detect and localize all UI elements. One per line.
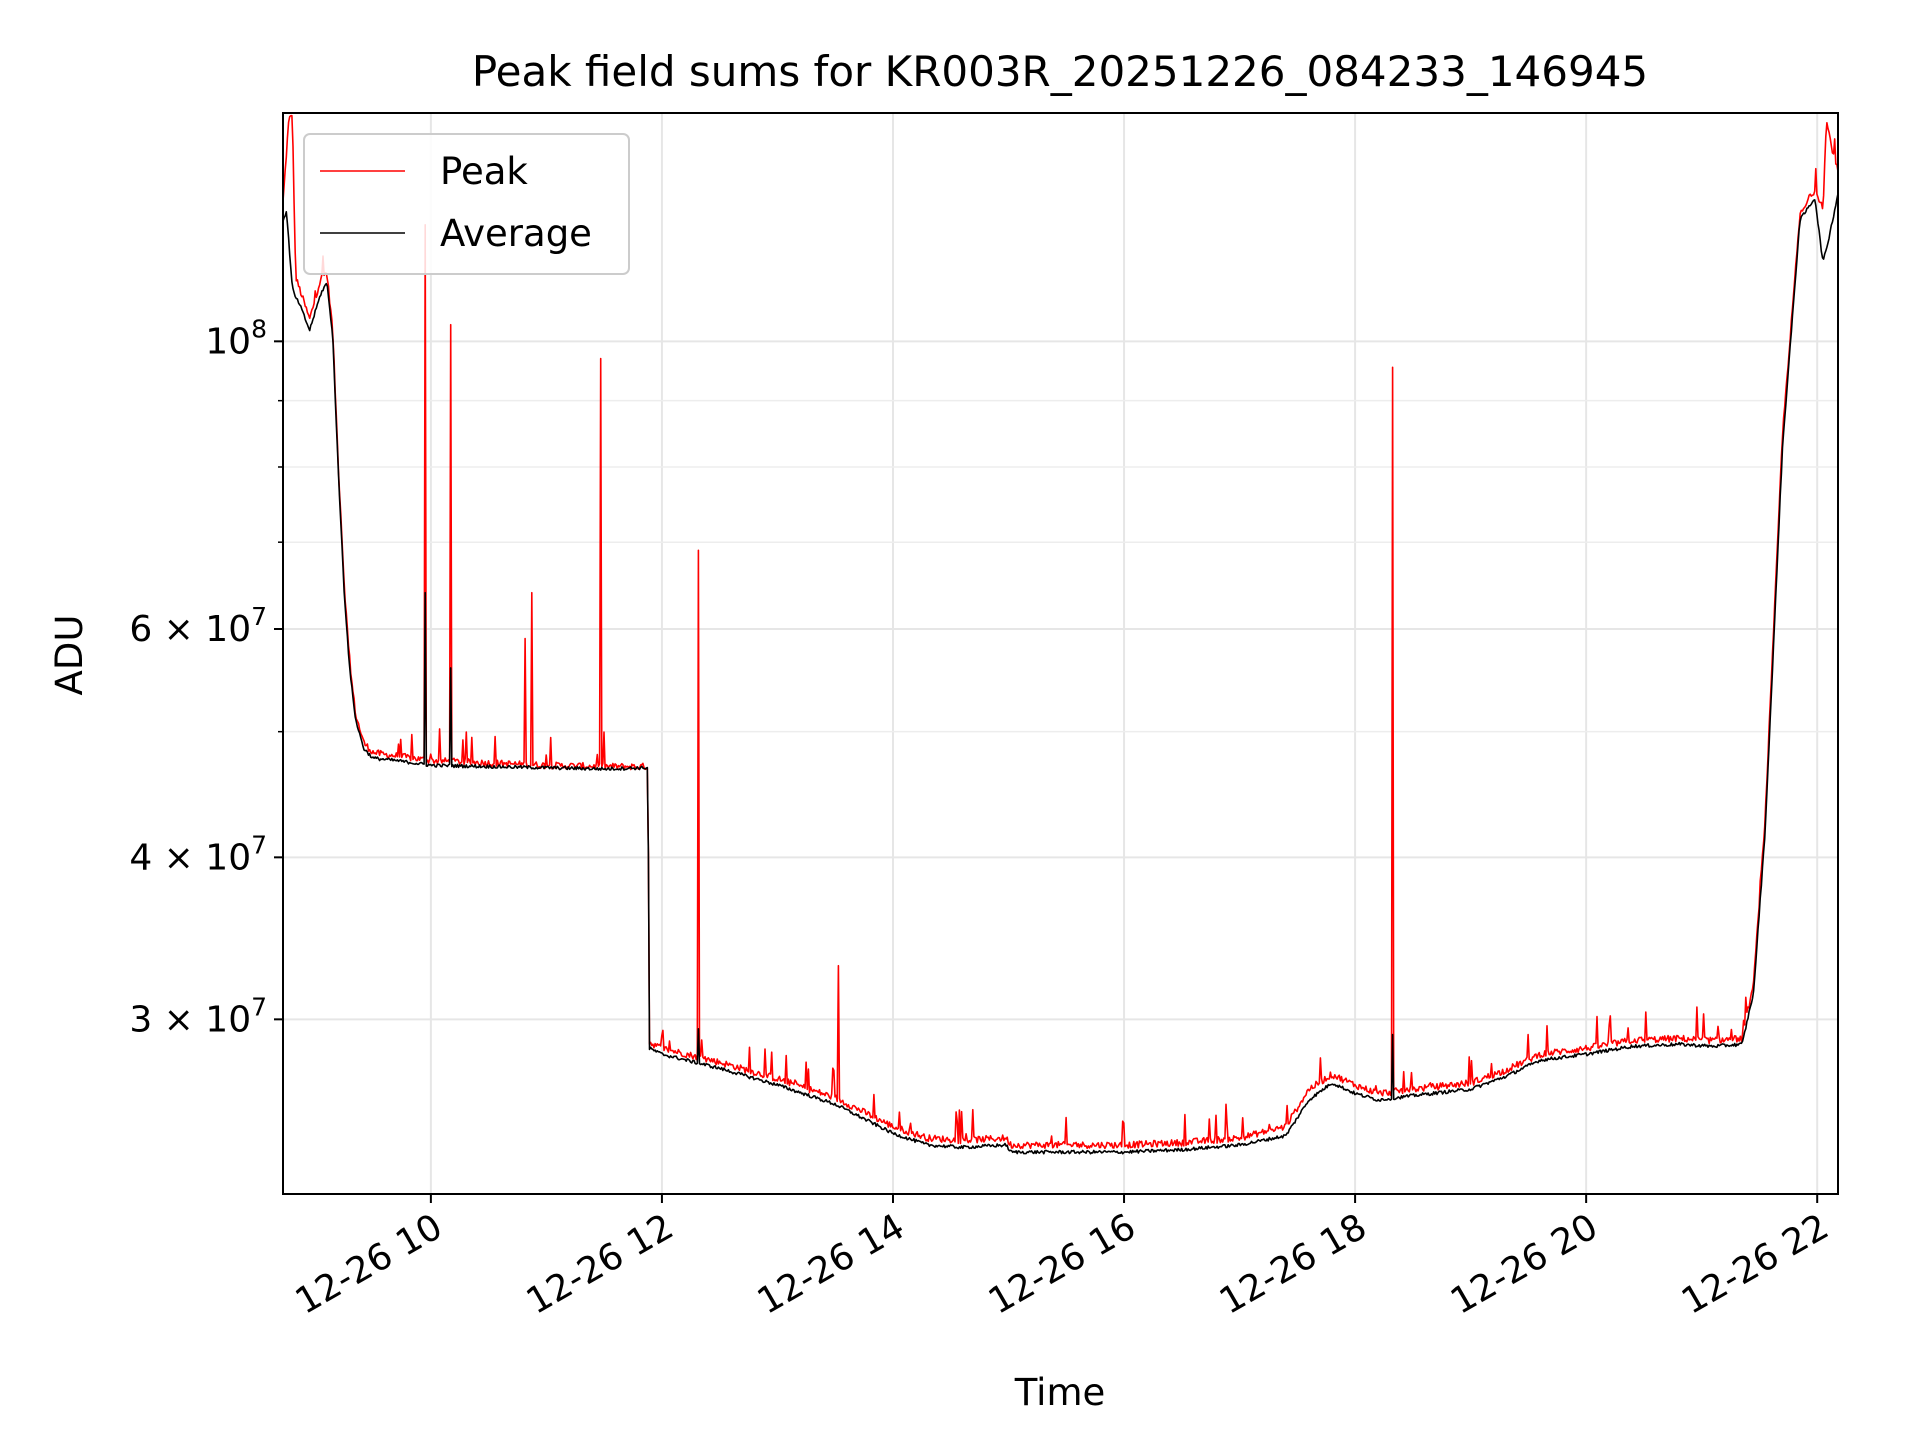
x-tick-label: 12-26 16 xyxy=(982,1206,1143,1322)
x-tick-label: 12-26 12 xyxy=(520,1206,681,1322)
x-tick-label: 12-26 10 xyxy=(289,1206,450,1322)
peak-series-line xyxy=(283,114,1838,1150)
axis-ticks: 12-26 10 12-26 12 12-26 14 12-26 16 12-26 18… xyxy=(129,314,1835,1322)
legend-average-label: Average xyxy=(440,212,592,255)
x-axis-label: Time xyxy=(1014,1371,1106,1414)
x-tick-label: 12-26 14 xyxy=(751,1206,912,1322)
grid-lines xyxy=(283,113,1838,1194)
axes-frame xyxy=(282,112,1839,1195)
average-series-line xyxy=(283,193,1838,1155)
y-tick-label: 108 xyxy=(205,314,267,362)
y-tick-label: 6 × 107 xyxy=(129,602,267,650)
plot-area xyxy=(283,114,1838,1155)
y-tick-label: 4 × 107 xyxy=(129,830,267,878)
x-tick-label: 12-26 20 xyxy=(1444,1206,1605,1322)
legend-box xyxy=(303,133,630,275)
y-tick-label: 3 × 107 xyxy=(129,992,267,1040)
chart-title: Peak field sums for KR003R_20251226_0842… xyxy=(472,47,1648,96)
y-axis-label: ADU xyxy=(48,615,91,696)
x-tick-label: 12-26 22 xyxy=(1675,1206,1836,1322)
legend: Peak Average xyxy=(303,133,630,275)
legend-peak-label: Peak xyxy=(440,150,528,193)
x-tick-label: 12-26 18 xyxy=(1213,1206,1374,1322)
